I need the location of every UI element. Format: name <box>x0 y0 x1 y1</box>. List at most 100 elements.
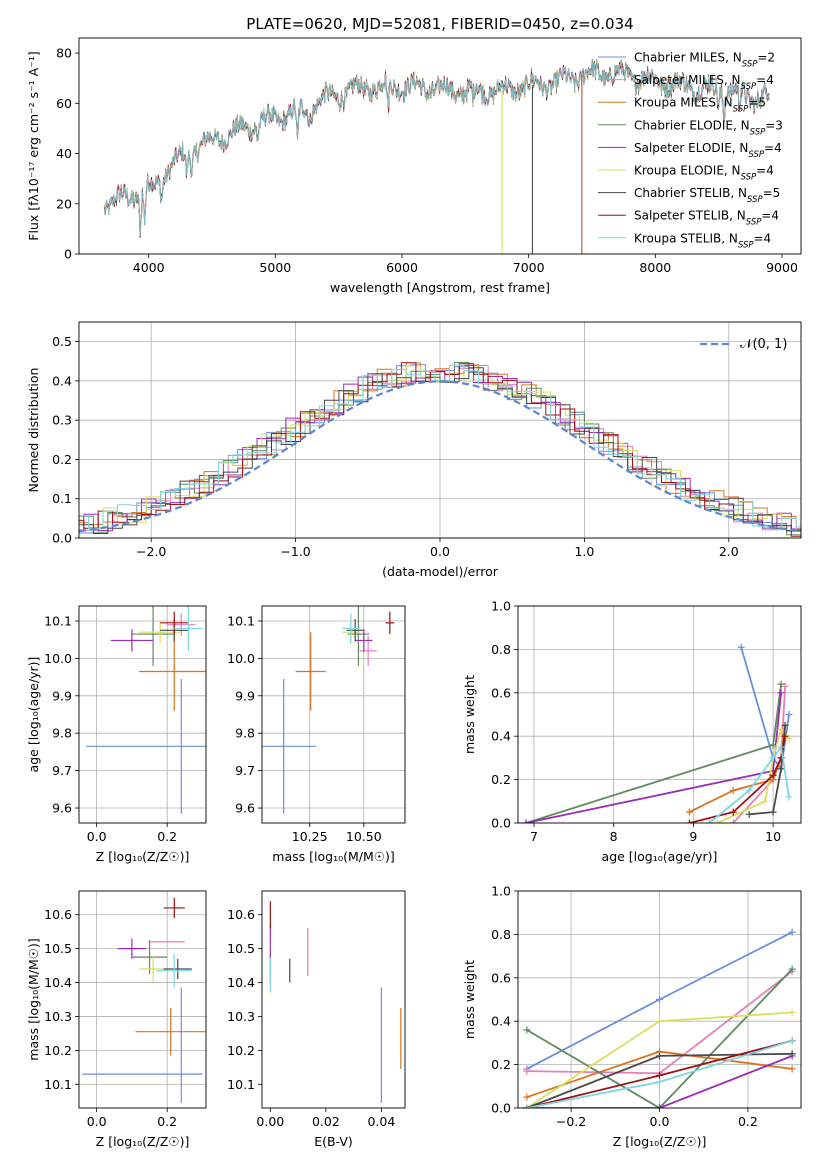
x-axis-label: Z [log₁₀(Z/Z☉)] <box>96 849 190 864</box>
x-axis-label: Z [log₁₀(Z/Z☉)] <box>96 1134 190 1149</box>
x-tick-label: 10.25 <box>292 829 328 844</box>
y-axis-label: Flux [fλ10⁻¹⁷ erg cm⁻² s⁻¹ A⁻¹] <box>26 51 41 240</box>
plot-area <box>522 643 793 823</box>
data-point <box>788 1037 796 1045</box>
y-tick-label: 10.3 <box>44 1009 72 1024</box>
data-point <box>785 734 793 742</box>
panel-4: 10.25 10.50 9.6 9.7 9.8 9.9 10.0 10.1 mass [log₁… <box>227 605 406 864</box>
y-tick-label: 10.1 <box>227 613 255 628</box>
x-tick-label: 4000 <box>133 260 165 275</box>
y-tick-label: 10.1 <box>227 1077 255 1092</box>
data-point <box>656 1017 663 1025</box>
x-tick-label: 0.0 <box>87 1114 107 1129</box>
y-tick-label: 0.2 <box>491 772 511 787</box>
x-tick-label: 0.0 <box>650 1114 670 1129</box>
plot-area <box>523 928 796 1108</box>
data-point <box>523 1026 531 1034</box>
mass-weight-line <box>740 646 790 772</box>
data-point <box>656 1071 663 1079</box>
histogram-series <box>79 364 801 531</box>
y-tick-label: 9.7 <box>235 763 255 778</box>
x-tick-label: 5000 <box>259 260 291 275</box>
plot-area <box>262 606 395 814</box>
legend-subscript: SSP <box>742 60 758 70</box>
y-tick-label: 0.6 <box>491 685 511 700</box>
mass-weight-line <box>526 1055 793 1108</box>
panel-6: 0.0 0.2 10.1 10.2 10.3 10.4 10.5 10.6 Z [log₁₀(Z… <box>26 890 207 1149</box>
x-tick-label: −2.0 <box>136 544 166 559</box>
y-tick-label: 0.2 <box>52 452 72 467</box>
data-point <box>788 1065 796 1073</box>
data-point <box>785 793 793 801</box>
x-tick-label: 2.0 <box>719 544 739 559</box>
y-tick-label: 0.6 <box>491 970 511 985</box>
panel-5: 7 8 9 10 0.0 0.2 0.4 0.6 0.8 1.0 age [log₁₀(age/yr… <box>462 599 802 864</box>
y-tick-label: 0.4 <box>491 729 511 744</box>
x-axis-label: (data-model)/error <box>382 564 499 579</box>
panel-3: 0.0 0.2 9.6 9.7 9.8 9.9 10.0 10.1 Z [log₁₀(Z/Z☉)… <box>26 605 207 864</box>
y-axis-label: age [log₁₀(age/yr)] <box>26 657 41 773</box>
y-tick-label: 9.7 <box>52 763 72 778</box>
data-point <box>761 797 769 805</box>
legend-subscript: SSP <box>750 127 766 137</box>
x-tick-label: 0.2 <box>738 1114 758 1129</box>
y-axis-label: mass weight <box>462 675 477 754</box>
x-tick-label: 10.50 <box>346 829 382 844</box>
legend-subscript: SSP <box>747 195 763 205</box>
legend-subscript: SSP <box>746 218 762 228</box>
legend-subscript: SSP <box>738 240 754 250</box>
data-point <box>788 1009 796 1017</box>
data-point <box>788 965 796 973</box>
data-point <box>522 819 530 823</box>
data-point <box>788 1050 796 1058</box>
legend-subscript: SSP <box>748 150 764 160</box>
data-point <box>656 1078 663 1086</box>
y-tick-label: 10.0 <box>227 651 255 666</box>
x-tick-label: 9000 <box>766 260 798 275</box>
y-tick-label: 20 <box>56 196 72 211</box>
data-point <box>769 754 777 762</box>
data-point <box>705 819 713 823</box>
axes-frame <box>517 605 802 824</box>
gaussian-curve <box>79 380 801 533</box>
y-tick-label: 9.8 <box>52 726 72 741</box>
data-point <box>777 765 785 773</box>
y-tick-label: 10.3 <box>227 1009 255 1024</box>
data-point <box>745 810 753 818</box>
y-tick-label: 0.8 <box>491 642 511 657</box>
data-point <box>777 726 785 734</box>
plot-area <box>269 901 402 1103</box>
x-tick-label: 7 <box>530 829 538 844</box>
data-point <box>685 808 693 816</box>
y-tick-label: 0.4 <box>52 373 72 388</box>
y-tick-label: 10.1 <box>44 613 72 628</box>
axes-frame <box>261 605 406 824</box>
y-axis-label: Normed distribution <box>26 368 41 493</box>
y-tick-label: 0.8 <box>491 927 511 942</box>
plot-area <box>79 361 801 538</box>
axes-frame <box>261 890 406 1109</box>
data-point <box>713 819 721 823</box>
x-tick-label: 0.02 <box>312 1114 340 1129</box>
y-tick-label: 9.6 <box>235 801 255 816</box>
x-tick-label: 0.0 <box>430 544 450 559</box>
y-tick-label: 10.4 <box>227 975 255 990</box>
y-tick-label: 10.0 <box>44 651 72 666</box>
figure-title: PLATE=0620, MJD=52081, FIBERID=0450, z=0… <box>246 15 633 33</box>
legend-subscript: SSP <box>741 82 757 92</box>
axes-frame <box>78 37 802 255</box>
y-tick-label: 0.1 <box>52 491 72 506</box>
data-point <box>745 786 753 794</box>
data-point <box>777 689 785 697</box>
data-point <box>685 819 693 823</box>
y-tick-label: 0.5 <box>52 334 72 349</box>
x-tick-label: −0.2 <box>556 1114 586 1129</box>
x-axis-label: Z [log₁₀(Z/Z☉)] <box>613 1134 707 1149</box>
panel-8: −0.2 0.0 0.2 0.0 0.2 0.4 0.6 0.8 1.0 Z [log₁₀(Z/Z… <box>462 884 802 1149</box>
x-axis-label: mass [log₁₀(M/M☉)] <box>272 849 394 864</box>
data-point <box>788 928 796 936</box>
y-tick-label: 9.9 <box>235 688 255 703</box>
data-point <box>656 1104 663 1108</box>
x-tick-label: 9 <box>689 829 697 844</box>
x-tick-label: 7000 <box>513 260 545 275</box>
